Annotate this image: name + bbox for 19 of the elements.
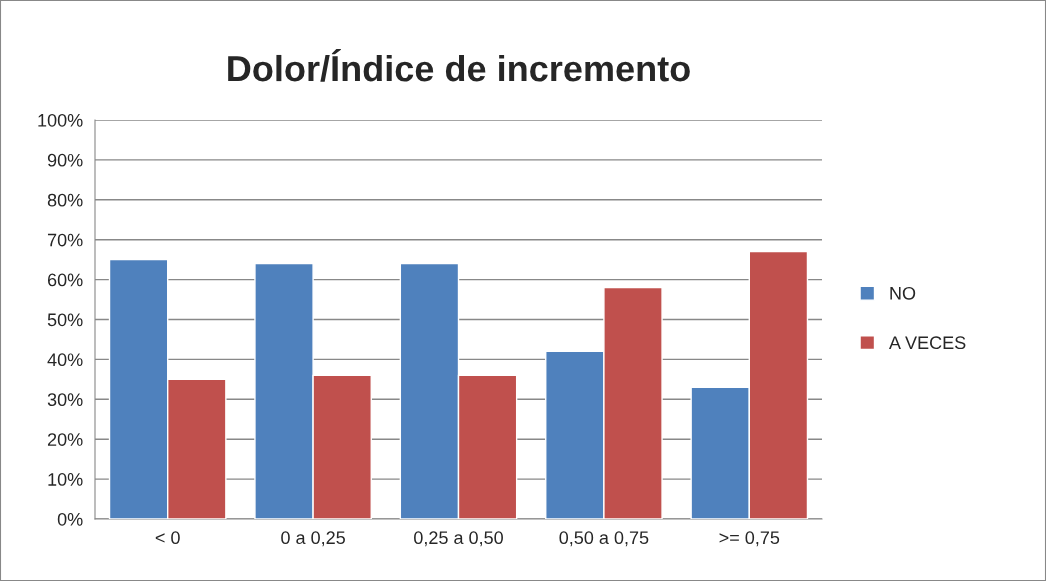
x-tick-label: >= 0,75 (719, 531, 780, 547)
y-tick-label: 40% (47, 353, 83, 367)
y-tick-label: 0% (57, 512, 83, 526)
x-tick-label: 0 a 0,25 (281, 531, 345, 547)
chart-title: Dolor/Índice de incremento (228, 49, 690, 82)
y-tick-label: 30% (47, 393, 83, 407)
y-tick-label: 100% (38, 113, 83, 127)
x-tick-label: < 0 (155, 531, 180, 545)
x-tick-label: 0,25 a 0,50 (414, 531, 503, 547)
y-tick-label: 20% (47, 433, 83, 446)
y-tick-label: 90% (47, 153, 83, 167)
y-tick-label: 60% (47, 273, 83, 287)
legend-label: A VECES (888, 336, 966, 350)
y-tick-label: 10% (48, 473, 83, 486)
y-tick-label: 50% (47, 313, 83, 327)
legend-label: NO (890, 286, 916, 300)
y-tick-label: 80% (47, 193, 83, 207)
x-tick-label: 0,50 a 0,75 (559, 531, 649, 547)
y-tick-label: 70% (47, 233, 83, 247)
